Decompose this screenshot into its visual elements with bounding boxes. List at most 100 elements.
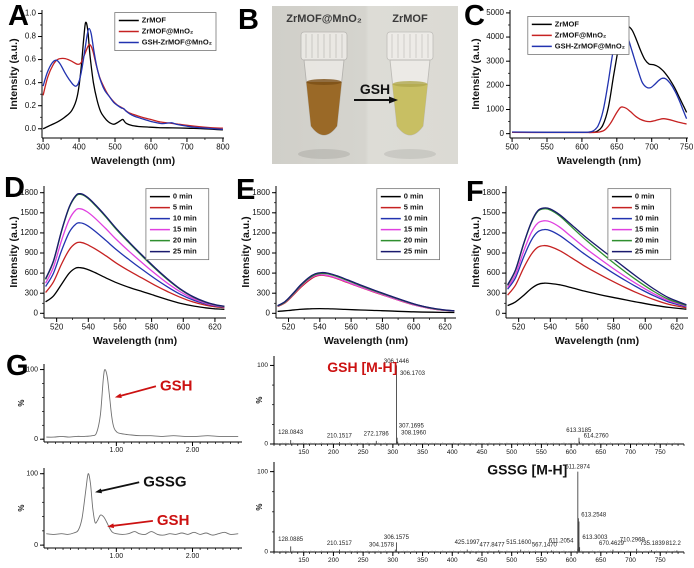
- svg-text:540: 540: [82, 323, 96, 332]
- svg-text:750: 750: [655, 449, 666, 456]
- svg-text:%: %: [255, 396, 264, 403]
- svg-text:ZrMOF@MnO₂: ZrMOF@MnO₂: [555, 30, 606, 39]
- svg-text:4000: 4000: [486, 32, 504, 41]
- svg-text:611.2874: 611.2874: [565, 464, 590, 470]
- svg-text:580: 580: [607, 323, 621, 332]
- svg-text:1200: 1200: [20, 228, 38, 237]
- right-tube: [384, 31, 436, 159]
- svg-text:600: 600: [257, 268, 271, 277]
- svg-text:750: 750: [680, 143, 694, 152]
- svg-text:425.1997: 425.1997: [455, 540, 481, 546]
- svg-text:600: 600: [487, 268, 501, 277]
- svg-text:ZrMOF@MnO₂: ZrMOF@MnO₂: [142, 27, 193, 36]
- svg-text:300: 300: [487, 288, 501, 297]
- svg-text:560: 560: [113, 323, 127, 332]
- svg-text:306.1575: 306.1575: [384, 535, 410, 541]
- svg-text:304.1578: 304.1578: [369, 542, 395, 548]
- svg-text:Intensity (a.u.): Intensity (a.u.): [240, 216, 252, 287]
- svg-text:0: 0: [500, 129, 505, 138]
- svg-text:%: %: [17, 399, 26, 406]
- svg-text:5 min: 5 min: [404, 203, 424, 212]
- svg-text:450: 450: [477, 557, 488, 564]
- panel-b-sample-photo: GSH ZrMOF@MnO₂ ZrMOF: [272, 6, 458, 164]
- svg-text:Intensity (a.u.): Intensity (a.u.): [470, 38, 482, 109]
- svg-text:520: 520: [512, 323, 526, 332]
- svg-text:0.0: 0.0: [25, 124, 37, 133]
- svg-text:611.2054: 611.2054: [549, 538, 574, 544]
- left-tube: [298, 31, 350, 159]
- svg-text:600: 600: [575, 143, 589, 152]
- svg-text:900: 900: [25, 248, 39, 257]
- svg-text:15 min: 15 min: [404, 225, 428, 234]
- svg-text:128.0885: 128.0885: [278, 537, 304, 543]
- panel-d-kinetics-chart: 520 540 560 580 600 620 0 300 600 900 1200 1500 1800…: [8, 186, 226, 347]
- svg-text:210.1517: 210.1517: [327, 434, 353, 440]
- svg-text:GSH [M-H]: GSH [M-H]: [327, 359, 397, 375]
- svg-text:700: 700: [625, 449, 636, 456]
- panel-g-mass-spectrum-gssg: 150 200 250 300 350 400 450 500 550 600 650 700 750 0…: [255, 462, 685, 564]
- svg-text:650: 650: [595, 449, 606, 456]
- svg-text:500: 500: [506, 449, 517, 456]
- svg-text:580: 580: [145, 323, 159, 332]
- svg-text:0: 0: [34, 436, 38, 443]
- svg-text:620: 620: [438, 323, 452, 332]
- svg-text:735.1839: 735.1839: [640, 541, 666, 547]
- panel-a-spectrum-chart: 300 400 500 600 700 800 0.0 0.2 0.4 0.6 0.8 1.0 Wave…: [8, 9, 230, 167]
- svg-text:Intensity (a.u.): Intensity (a.u.): [8, 216, 20, 287]
- svg-text:0: 0: [496, 308, 501, 317]
- panel-g-chromatogram-gsh: 1.00 2.00 0 100% GSH: [17, 364, 242, 454]
- svg-text:%: %: [17, 504, 26, 511]
- svg-text:250: 250: [358, 449, 369, 456]
- svg-text:210.1517: 210.1517: [327, 541, 353, 547]
- svg-text:550: 550: [536, 557, 547, 564]
- svg-text:520: 520: [282, 323, 296, 332]
- panel-g-mass-spectrum-gsh: 150 200 250 300 350 400 450 500 550 600 650 700 750 0…: [255, 356, 685, 456]
- svg-text:650: 650: [610, 143, 624, 152]
- svg-text:1.00: 1.00: [110, 447, 124, 454]
- svg-text:0.6: 0.6: [25, 55, 37, 64]
- svg-text:272.1786: 272.1786: [364, 431, 390, 437]
- svg-text:580: 580: [376, 323, 390, 332]
- svg-text:540: 540: [313, 323, 327, 332]
- svg-text:100: 100: [26, 366, 38, 373]
- svg-text:1.00: 1.00: [110, 553, 124, 560]
- svg-text:100: 100: [257, 468, 268, 475]
- svg-text:200: 200: [328, 557, 339, 564]
- svg-text:550: 550: [536, 449, 547, 456]
- svg-text:2.00: 2.00: [186, 553, 200, 560]
- svg-text:600: 600: [144, 143, 158, 152]
- svg-text:700: 700: [180, 143, 194, 152]
- svg-text:15 min: 15 min: [173, 225, 197, 234]
- panel-label-e: E: [236, 174, 256, 206]
- svg-text:5000: 5000: [486, 8, 504, 17]
- svg-text:0 min: 0 min: [404, 192, 424, 201]
- svg-text:620: 620: [670, 323, 684, 332]
- svg-text:900: 900: [257, 248, 271, 257]
- svg-text:ZrMOF: ZrMOF: [555, 19, 580, 28]
- svg-text:1200: 1200: [252, 228, 270, 237]
- svg-text:560: 560: [344, 323, 358, 332]
- svg-text:1000: 1000: [486, 105, 504, 114]
- panel-c-spectrum-chart: 500 550 600 650 700 750 0 1000 2000 3000 4000 5000 W…: [470, 8, 694, 167]
- svg-text:2000: 2000: [486, 80, 504, 89]
- svg-text:600: 600: [566, 557, 577, 564]
- svg-text:500: 500: [506, 557, 517, 564]
- svg-text:128.0843: 128.0843: [278, 430, 304, 436]
- svg-text:0.8: 0.8: [25, 32, 37, 41]
- svg-text:500: 500: [505, 143, 519, 152]
- svg-text:600: 600: [407, 323, 421, 332]
- svg-text:300: 300: [36, 143, 50, 152]
- svg-text:450: 450: [477, 449, 488, 456]
- panel-label-f: F: [466, 176, 484, 208]
- svg-text:750: 750: [655, 557, 666, 564]
- svg-text:600: 600: [566, 449, 577, 456]
- svg-text:0: 0: [266, 308, 271, 317]
- svg-text:540: 540: [544, 323, 558, 332]
- svg-text:GSH: GSH: [160, 377, 193, 394]
- svg-text:25 min: 25 min: [173, 247, 197, 256]
- svg-text:2.00: 2.00: [186, 447, 200, 454]
- svg-text:0 min: 0 min: [173, 192, 193, 201]
- svg-text:600: 600: [25, 268, 39, 277]
- svg-text:0: 0: [34, 308, 39, 317]
- svg-text:Intensity (a.u.): Intensity (a.u.): [470, 216, 482, 287]
